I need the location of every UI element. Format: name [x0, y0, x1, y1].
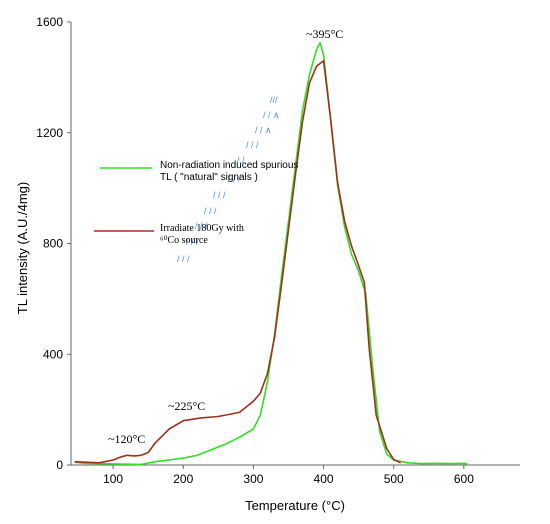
x-tick-label: 100 [103, 472, 123, 486]
legend: Non-radiation induced spurious TL ( "nat… [94, 160, 301, 246]
series-layer [74, 41, 468, 466]
y-tick-label: 0 [56, 458, 63, 472]
x-axis-title: Temperature (°C) [245, 498, 345, 513]
svg-text:/ / ∧: / / ∧ [263, 110, 280, 120]
y-tick-label: 800 [43, 237, 63, 251]
peak-annotation-120: ~120°C [108, 432, 145, 446]
legend-label-irradiated: Irradiate 180Gy with ⁶⁰Co source [160, 223, 246, 246]
x-tick-label: 200 [173, 472, 193, 486]
y-axis-ticks: 0 400 800 1200 1600 [36, 15, 71, 472]
svg-text:/ /: / / [237, 155, 245, 165]
svg-text:/ / /: / / / [228, 174, 241, 184]
svg-text:/ / /: / / / [195, 221, 208, 231]
svg-text:/ / /: / / / [213, 190, 226, 200]
x-tick-label: 400 [314, 472, 334, 486]
svg-text:///: /// [270, 95, 278, 105]
y-tick-label: 1200 [36, 126, 63, 140]
hatch-artifacts: /// / / ∧ / / ∧ / / / / / / / / / / / / … [177, 95, 280, 264]
svg-text:/ / /: / / / [186, 237, 199, 247]
svg-text:/ / /: / / / [177, 254, 190, 264]
peak-annotation-395: ~395°C [306, 27, 343, 41]
y-tick-label: 400 [43, 347, 63, 361]
legend-label-natural: Non-radiation induced spurious TL ( "nat… [160, 160, 301, 183]
y-axis-title: TL intensity (A.U./4mg) [15, 182, 30, 314]
x-axis-ticks: 100 200 300 400 500 600 [103, 465, 474, 486]
svg-text:/ / /: / / / [246, 140, 259, 150]
svg-text:/ / ∧: / / ∧ [255, 125, 272, 135]
series-line-irradiated [74, 59, 402, 464]
svg-text:/ / /: / / / [204, 206, 217, 216]
x-tick-label: 300 [243, 472, 263, 486]
peak-annotation-225: ~225°C [168, 399, 205, 413]
series-line-natural [74, 41, 468, 466]
y-tick-label: 1600 [36, 15, 63, 29]
x-tick-label: 600 [454, 472, 474, 486]
x-tick-label: 500 [384, 472, 404, 486]
